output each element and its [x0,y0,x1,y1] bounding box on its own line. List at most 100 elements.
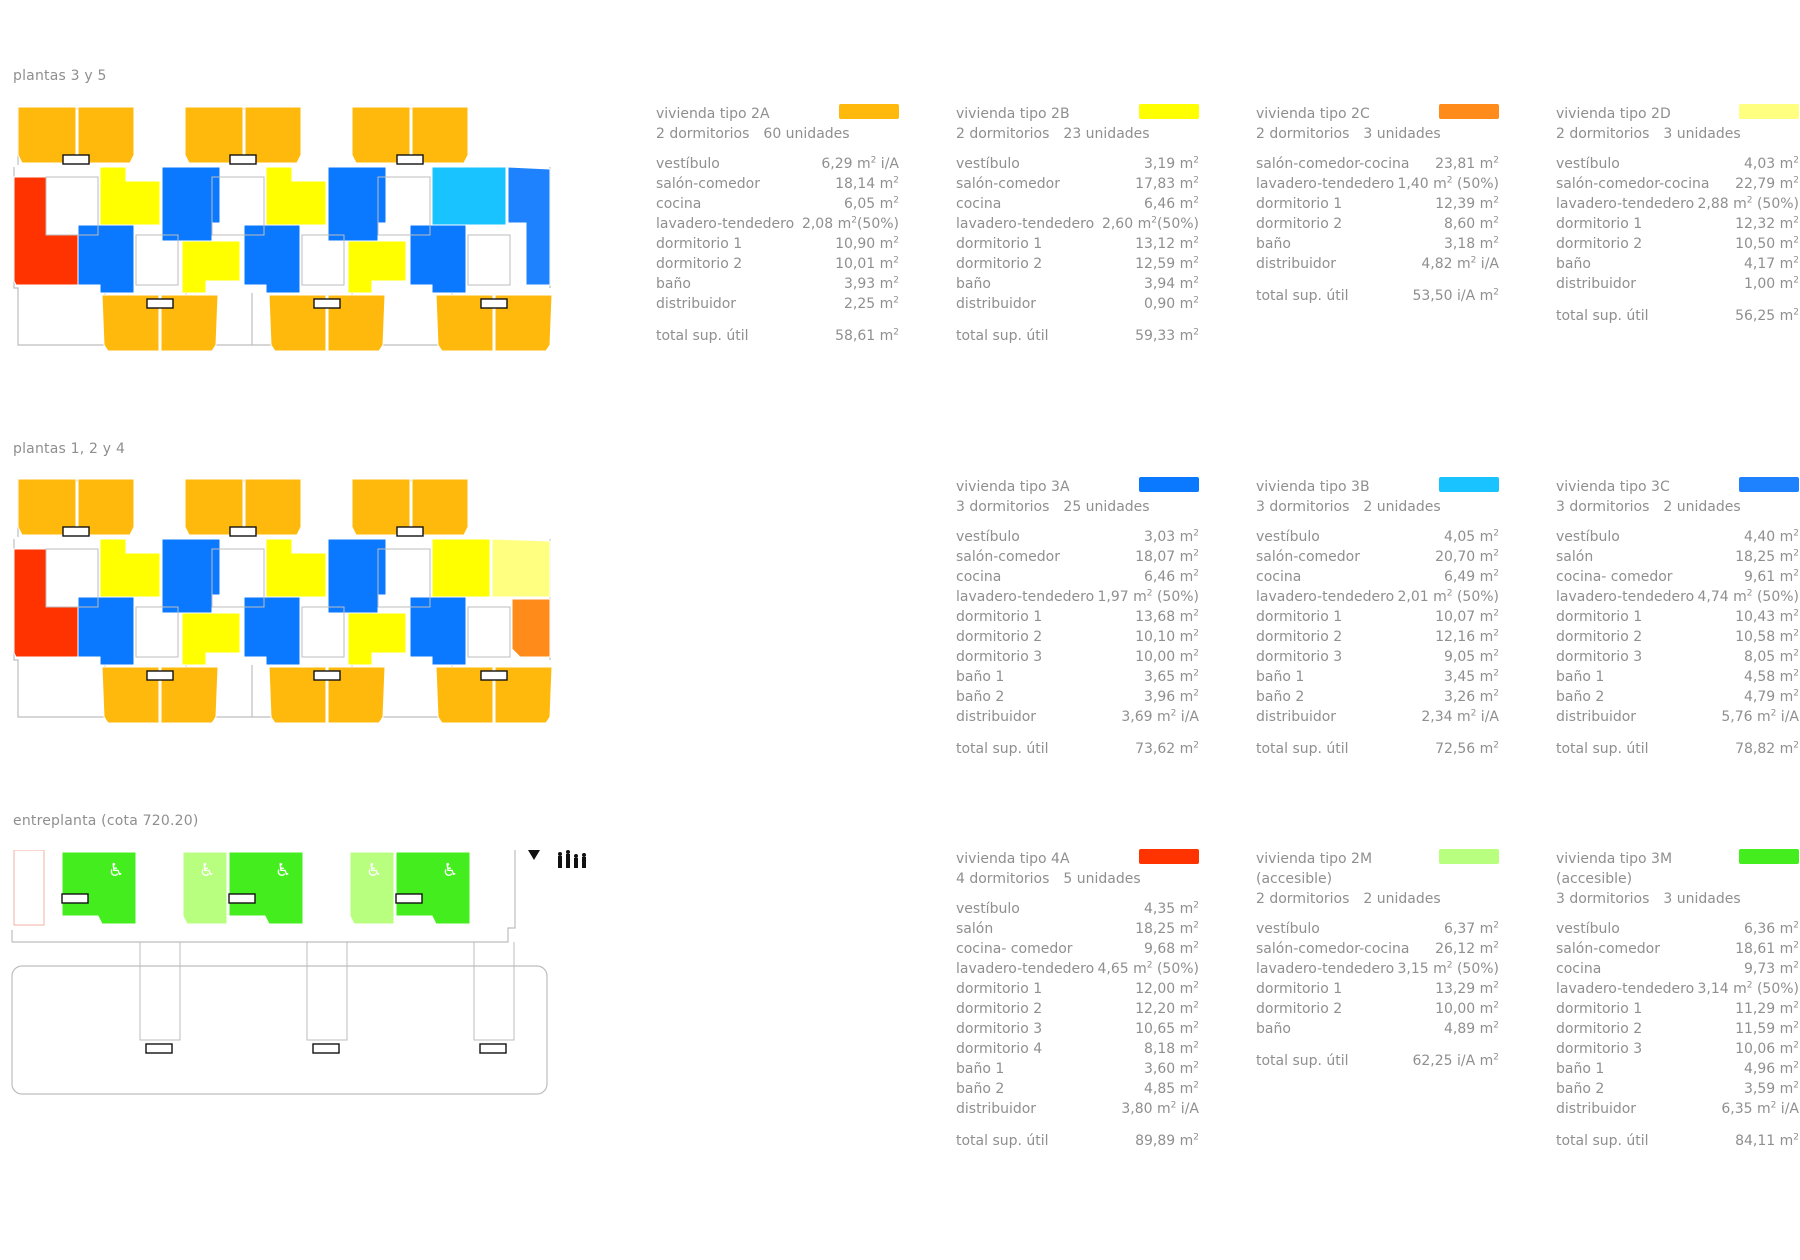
room-row: cocina 6,46 m2 [956,195,1199,212]
unit-bedrooms-count: 3 dormitorios 3 unidades [1556,891,1741,907]
stair-core [480,298,508,309]
courtyard [301,606,345,658]
floor-label-entreplanta: entreplanta (cota 720.20) [13,813,199,829]
total-row: total sup. útil 53,50 i/A m2 [1256,287,1499,304]
total-row: total sup. útil 78,82 m2 [1556,740,1799,757]
unit-2B [99,166,161,226]
room-row: distribuidor 2,25 m2 [656,295,899,312]
room-row: dormitorio 2 8,60 m2 [1256,215,1499,232]
total-row: total sup. útil 72,56 m2 [1256,740,1499,757]
room-row: vestíbulo 3,03 m2 [956,528,1199,545]
unit-2M [349,851,395,925]
corridor [306,942,348,1041]
wheelchair-icon: ♿ [199,860,215,881]
unit-title: vivienda tipo 3B [1256,479,1370,495]
unit-2A-bottom [327,666,386,724]
room-row: cocina- comedor 9,61 m2 [1556,568,1799,585]
room-row: salón 18,25 m2 [956,920,1199,937]
room-row: dormitorio 2 10,00 m2 [1256,1000,1499,1017]
unit-bedrooms-count: 3 dormitorios 2 unidades [1556,499,1741,515]
unit-bedrooms-count: 2 dormitorios 3 unidades [1556,126,1741,142]
unit-2A-top [17,478,77,536]
room-row: baño 1 4,58 m2 [1556,668,1799,685]
floor-label-plantas-1-2-4: plantas 1, 2 y 4 [13,441,126,457]
courtyard [377,176,431,236]
total-row: total sup. útil 62,25 i/A m2 [1256,1052,1499,1069]
room-row: dormitorio 2 10,58 m2 [1556,628,1799,645]
stair-core [229,526,257,537]
room-row: distribuidor 0,90 m2 [956,295,1199,312]
room-row: dormitorio 3 9,05 m2 [1256,648,1499,665]
room-row: dormitorio 2 12,59 m2 [956,255,1199,272]
unit-2B [265,166,327,226]
color-swatch [839,104,899,119]
color-swatch [1139,849,1199,864]
unit-3A [327,166,387,242]
room-row: vestíbulo 6,29 m2 i/A [656,155,899,172]
unit-3M [228,851,304,925]
total-row: total sup. útil 58,61 m2 [656,327,899,344]
room-row: salón-comedor 17,83 m2 [956,175,1199,192]
room-row: cocina 6,05 m2 [656,195,899,212]
room-row: baño 1 4,96 m2 [1556,1060,1799,1077]
room-row: baño 1 3,65 m2 [956,668,1199,685]
room-row: dormitorio 1 13,12 m2 [956,235,1199,252]
color-swatch [1739,849,1799,864]
stair-core [312,1043,340,1054]
building-outline [11,850,516,943]
wheelchair-icon: ♿ [275,860,291,881]
courtyard [211,176,265,236]
room-row: distribuidor 2,34 m2 i/A [1256,708,1499,725]
total-row: total sup. útil 73,62 m2 [956,740,1199,757]
floor-plan-plantas-1-2-4 [13,478,553,724]
color-swatch [1739,477,1799,492]
room-row: baño 4,17 m2 [1556,255,1799,272]
room-row: distribuidor 3,80 m2 i/A [956,1100,1199,1117]
unit-card-3m: vivienda tipo 3M (accesible) 3 dormitorios… [1556,849,1799,1151]
color-swatch [1439,104,1499,119]
room-row: distribuidor 6,35 m2 i/A [1556,1100,1799,1117]
unit-bedrooms-count: 3 dormitorios 25 unidades [956,499,1150,515]
room-row: distribuidor 1,00 m2 [1556,275,1799,292]
unit-2B [99,538,161,598]
room-row: lavadero-tendedero 3,14 m2 (50%) [1556,980,1799,997]
room-row: baño 3,93 m2 [656,275,899,292]
unit-outline [13,850,45,926]
room-row: dormitorio 1 10,07 m2 [1256,608,1499,625]
unit-2B [265,538,327,598]
unit-card-3c: vivienda tipo 3C 3 dormitorios 2 unidades v… [1556,477,1799,759]
unit-2A-top [77,106,135,164]
unit-title: vivienda tipo 2A [656,106,770,122]
unit-card-2d: vivienda tipo 2D 2 dormitorios 3 unidades v… [1556,104,1799,326]
room-row: vestíbulo 3,19 m2 [956,155,1199,172]
unit-2A-bottom [160,666,219,724]
room-row: dormitorio 2 10,50 m2 [1556,235,1799,252]
floor-label-plantas-3-5: plantas 3 y 5 [13,68,107,84]
total-row: total sup. útil 84,11 m2 [1556,1132,1799,1149]
unit-card-2c: vivienda tipo 2C 2 dormitorios 3 unidades s… [1256,104,1499,306]
unit-subtitle: (accesible) [1256,871,1333,887]
parking-outline [11,965,548,1095]
unit-3A [161,166,221,242]
unit-2A-top [17,106,77,164]
courtyard [45,548,99,608]
room-row: distribuidor 4,82 m2 i/A [1256,255,1499,272]
unit-title: vivienda tipo 2D [1556,106,1671,122]
room-row: dormitorio 1 11,29 m2 [1556,1000,1799,1017]
stair-core [480,670,508,681]
unit-2A-top [184,106,244,164]
unit-2A-bottom [435,294,494,352]
room-row: baño 2 3,59 m2 [1556,1080,1799,1097]
room-row: lavadero-tendedero 4,74 m2 (50%) [1556,588,1799,605]
room-row: cocina 6,49 m2 [1256,568,1499,585]
unit-card-2b: vivienda tipo 2B 2 dormitorios 23 unidades… [956,104,1199,346]
unit-subtitle: (accesible) [1556,871,1633,887]
unit-2A-bottom [101,294,160,352]
unit-3M [395,851,471,925]
room-row: vestíbulo 4,03 m2 [1556,155,1799,172]
room-row: dormitorio 1 12,39 m2 [1256,195,1499,212]
north-arrow-icon [528,850,540,860]
stair-core [62,154,90,165]
room-row: lavadero-tendedero 1,97 m2 (50%) [956,588,1199,605]
stair-core [396,526,424,537]
